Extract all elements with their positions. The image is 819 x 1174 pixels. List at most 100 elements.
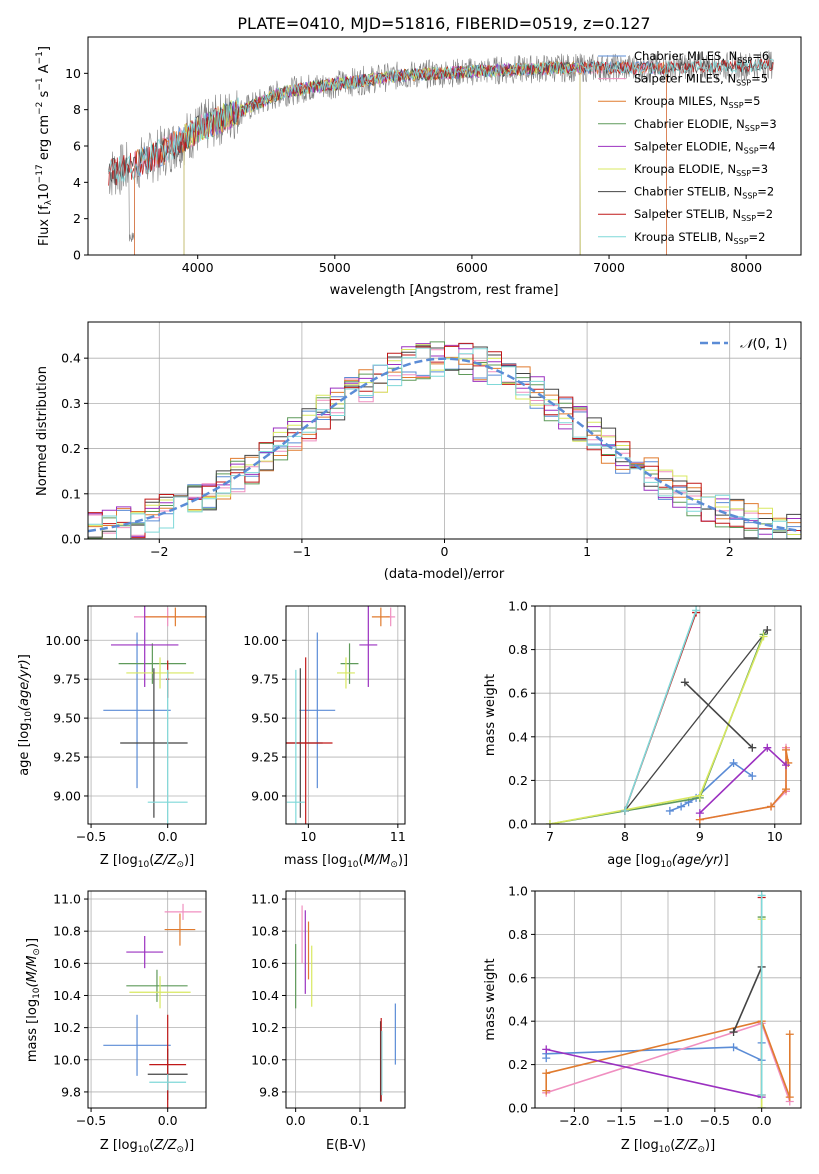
y-tick-label: 10.6: [251, 956, 279, 971]
weight-marker: [763, 743, 772, 752]
residual-histogram: [88, 342, 801, 539]
y-tick-label: 0.8: [508, 927, 528, 942]
x-tick-label: 5000: [319, 260, 351, 275]
y-tick-label: 4: [73, 175, 81, 190]
mass_vs_ebv-axes-frame: [285, 890, 406, 1109]
weight-marker: [748, 772, 757, 781]
spectrum-model-line: [134, 60, 667, 255]
x-tick-label: 8: [621, 829, 629, 844]
x-axis-label: E(B-V): [326, 1138, 366, 1153]
y-tick-label: 0.2: [61, 441, 81, 456]
weight-marker: [748, 743, 757, 752]
weight_vs_age-panel: 7 8 9 10 0.0 0.2 0.4 0.6 0.8 1.0 mass weight age [l…: [483, 599, 802, 870]
spectrum-plot-area: [108, 50, 774, 255]
weight-marker: [695, 809, 704, 818]
y-tick-label: 0.6: [508, 970, 528, 985]
x-tick-label: −0.5: [700, 1113, 730, 1128]
y-tick-label: 10.4: [251, 988, 279, 1003]
legend-entry: Kroupa MILES, NSSP=5: [634, 94, 760, 110]
weight-marker: [782, 761, 791, 770]
normal-curve: [88, 357, 801, 533]
weight-marker: [680, 678, 689, 687]
weight-marker: [767, 802, 776, 811]
weight-marker: [729, 1043, 738, 1052]
weight-marker: [545, 820, 554, 824]
y-tick-label: 11.0: [251, 892, 279, 907]
spectrum-model-line: [183, 61, 581, 255]
legend-entry: Salpeter STELIB, NSSP=2: [634, 207, 773, 223]
x-tick-label: 10: [767, 829, 783, 844]
weight-marker: [729, 1028, 738, 1037]
y-tick-label: 0.0: [508, 1101, 528, 1116]
weight-marker: [757, 891, 766, 900]
x-tick-label: 6000: [456, 260, 488, 275]
x-tick-label: 8000: [730, 260, 762, 275]
weight-marker: [785, 1093, 794, 1102]
weight-marker: [542, 1086, 551, 1095]
x-axis-label: Z [log10(Z/Z⊙)]: [100, 1138, 194, 1155]
y-tick-label: 9.50: [53, 711, 81, 726]
weight-marker: [695, 791, 704, 800]
weight-line: [699, 747, 787, 821]
y-tick-label: 9.00: [251, 788, 279, 803]
weight_vs_Z-plot-area: [542, 891, 794, 1108]
residuals-plot-area: [88, 341, 801, 539]
y-tick-label: 9.25: [53, 750, 81, 765]
y-tick-label: 9.75: [53, 672, 81, 687]
mass_vs_ebv-panel: 0.0 0.1 9.8 10.0 10.2 10.4 10.6 10.8 11.0 E(B-V): [251, 890, 406, 1153]
y-tick-label: 0.6: [508, 686, 528, 701]
y-tick-label: 10.8: [53, 924, 81, 939]
x-tick-label: −2: [150, 544, 168, 559]
y-tick-label: 11.0: [53, 892, 81, 907]
weight-marker: [729, 758, 738, 767]
weight-marker: [763, 625, 772, 634]
weight-line: [732, 966, 763, 1033]
mass_vs_Z-plot-area: [103, 903, 202, 1108]
weight-marker: [759, 632, 768, 641]
x-axis-label: wavelength [Angstrom, rest frame]: [330, 283, 559, 298]
spectrum-model-line: [108, 58, 774, 186]
weight-marker: [542, 1069, 551, 1078]
y-tick-label: 0.8: [508, 642, 528, 657]
legend-entry: Salpeter ELODIE, NSSP=4: [634, 139, 776, 155]
x-axis-label: Z [log10(Z/Z⊙)]: [621, 1138, 715, 1155]
y-tick-label: 10.0: [251, 1052, 279, 1067]
x-axis-label: Z [log10(Z/Z⊙)]: [100, 853, 194, 870]
x-axis-label: mass [log10(M/M⊙)]: [284, 853, 408, 870]
legend-entry: Chabrier MILES, NSSP=6: [634, 49, 769, 65]
y-tick-label: 10.00: [45, 633, 81, 648]
weight_vs_age-plot-area: [545, 606, 793, 824]
x-tick-label: −0.5: [76, 1113, 106, 1128]
y-tick-label: 0.4: [61, 351, 81, 366]
spectrum-model-line: [183, 60, 581, 255]
weight-marker: [782, 785, 791, 794]
weight-line: [624, 610, 697, 812]
x-tick-label: 0: [441, 544, 449, 559]
x-tick-label: −1.5: [606, 1113, 636, 1128]
mass_vs_ebv-plot-area: [295, 905, 396, 1102]
weight-marker: [757, 1090, 766, 1099]
y-tick-label: 10.4: [53, 988, 81, 1003]
x-tick-label: 0.1: [350, 1113, 370, 1128]
y-tick-label: 9.25: [251, 750, 279, 765]
y-tick-label: 9.50: [251, 711, 279, 726]
weight-marker: [677, 802, 686, 811]
spectrum-model-line: [134, 60, 667, 255]
weight-marker: [785, 1030, 794, 1039]
y-tick-label: 10.00: [243, 633, 279, 648]
y-axis-label: Normed distribution: [35, 366, 50, 496]
weight_vs_age-axes-frame: [534, 605, 802, 825]
age_vs_mass-axes-frame: [285, 605, 406, 825]
x-tick-label: 7000: [593, 260, 625, 275]
legend-entry: Chabrier ELODIE, NSSP=3: [634, 117, 777, 133]
weight-line: [549, 636, 765, 824]
x-tick-label: 11: [390, 829, 406, 844]
y-tick-label: 10.8: [251, 924, 279, 939]
x-tick-label: 2: [726, 544, 734, 559]
weight_vs_Z-panel: −2.0 −1.5 −1.0 −0.5 0.0 0.0 0.2 0.4 0.6 0.8 1.0 mas…: [483, 884, 802, 1155]
y-axis-label: Flux [fλ10−17 erg cm−2 s−1 A−1]: [35, 46, 54, 246]
age_vs_Z-axes-frame: [87, 605, 207, 825]
legend-entry: Kroupa ELODIE, NSSP=3: [634, 162, 768, 178]
x-axis-label: age [log10(age/yr)]: [607, 853, 729, 870]
